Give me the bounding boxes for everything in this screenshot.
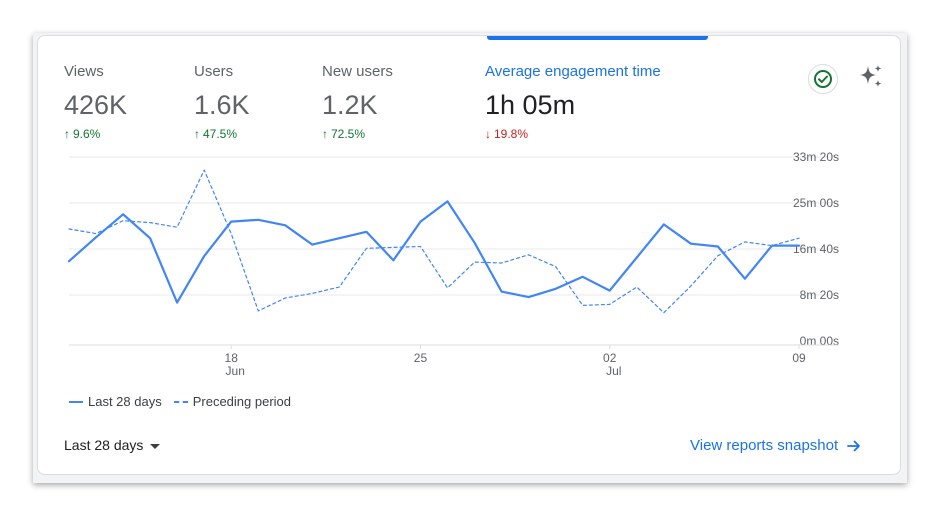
y-tick-label: 0m 00s [800, 334, 839, 348]
arrow-right-icon [847, 439, 861, 453]
date-range-label: Last 28 days [64, 437, 144, 453]
metric-label: Average engagement time [485, 63, 661, 80]
link-label: View reports snapshot [690, 437, 839, 454]
x-tick-label: 09 [792, 351, 806, 365]
arrow-down-icon: ↓ [485, 127, 491, 141]
solid-line-swatch [69, 400, 83, 403]
dashed-line-swatch [173, 400, 188, 403]
x-tick-label: 18 [225, 351, 239, 365]
metric-new-users[interactable]: New users 1.2K ↑ 72.5% [322, 62, 393, 142]
chart-legend: Last 28 days Preceding period [69, 394, 303, 409]
check-circle-icon[interactable] [808, 64, 838, 94]
x-tick-month: Jul [606, 364, 621, 378]
metric-label: Views [64, 63, 104, 80]
metric-delta-value: 9.6% [73, 127, 101, 141]
metric-avg-engagement-time[interactable]: Average engagement time 1h 05m ↓ 19.8% [485, 62, 661, 142]
metric-value: 1.2K [322, 90, 378, 120]
x-tick-label: 02 [603, 351, 617, 365]
arrow-up-icon: ↑ [64, 127, 70, 141]
series-line-last-28-days [67, 200, 801, 304]
metric-delta-value: 19.8% [494, 127, 529, 141]
metric-value: 1.6K [194, 90, 250, 120]
metric-delta: ↑ 47.5% [194, 126, 250, 142]
legend-label: Last 28 days [88, 394, 162, 409]
date-range-dropdown[interactable]: Last 28 days [64, 437, 161, 453]
y-tick-label: 16m 40s [793, 242, 839, 256]
x-tick-label: 25 [414, 351, 428, 365]
chart-series [67, 169, 801, 314]
metric-value: 426K [64, 90, 128, 120]
metric-delta-value: 47.5% [203, 127, 238, 141]
metric-delta-value: 72.5% [331, 127, 366, 141]
legend-item-previous: Preceding period [173, 394, 292, 409]
metric-delta: ↓ 19.8% [485, 126, 661, 142]
y-tick-label: 33m 20s [793, 150, 839, 164]
metric-delta: ↑ 72.5% [322, 126, 393, 142]
active-metric-indicator [487, 36, 708, 40]
y-tick-label: 25m 00s [793, 196, 839, 210]
metric-delta: ↑ 9.6% [64, 126, 127, 142]
series-line-preceding-period [68, 169, 800, 314]
chart-gridlines [69, 156, 839, 296]
legend-label: Preceding period [192, 394, 292, 409]
metric-value: 1h 05m [485, 90, 576, 120]
x-tick-month: Jun [226, 364, 245, 378]
metric-label: New users [322, 63, 393, 80]
caret-down-icon [150, 443, 161, 449]
arrow-up-icon: ↑ [194, 127, 200, 141]
overview-card: Views 426K ↑ 9.6% Users 1.6K ↑ 47.5% New… [37, 35, 901, 475]
arrow-up-icon: ↑ [322, 127, 328, 141]
metric-users[interactable]: Users 1.6K ↑ 47.5% [194, 62, 250, 142]
metric-label: Users [194, 63, 234, 80]
y-tick-label: 8m 20s [800, 288, 839, 302]
metric-views[interactable]: Views 426K ↑ 9.6% [64, 62, 127, 142]
legend-item-current: Last 28 days [69, 394, 162, 409]
view-reports-snapshot-link[interactable]: View reports snapshot [690, 437, 861, 454]
sparkle-icon[interactable] [856, 62, 886, 92]
